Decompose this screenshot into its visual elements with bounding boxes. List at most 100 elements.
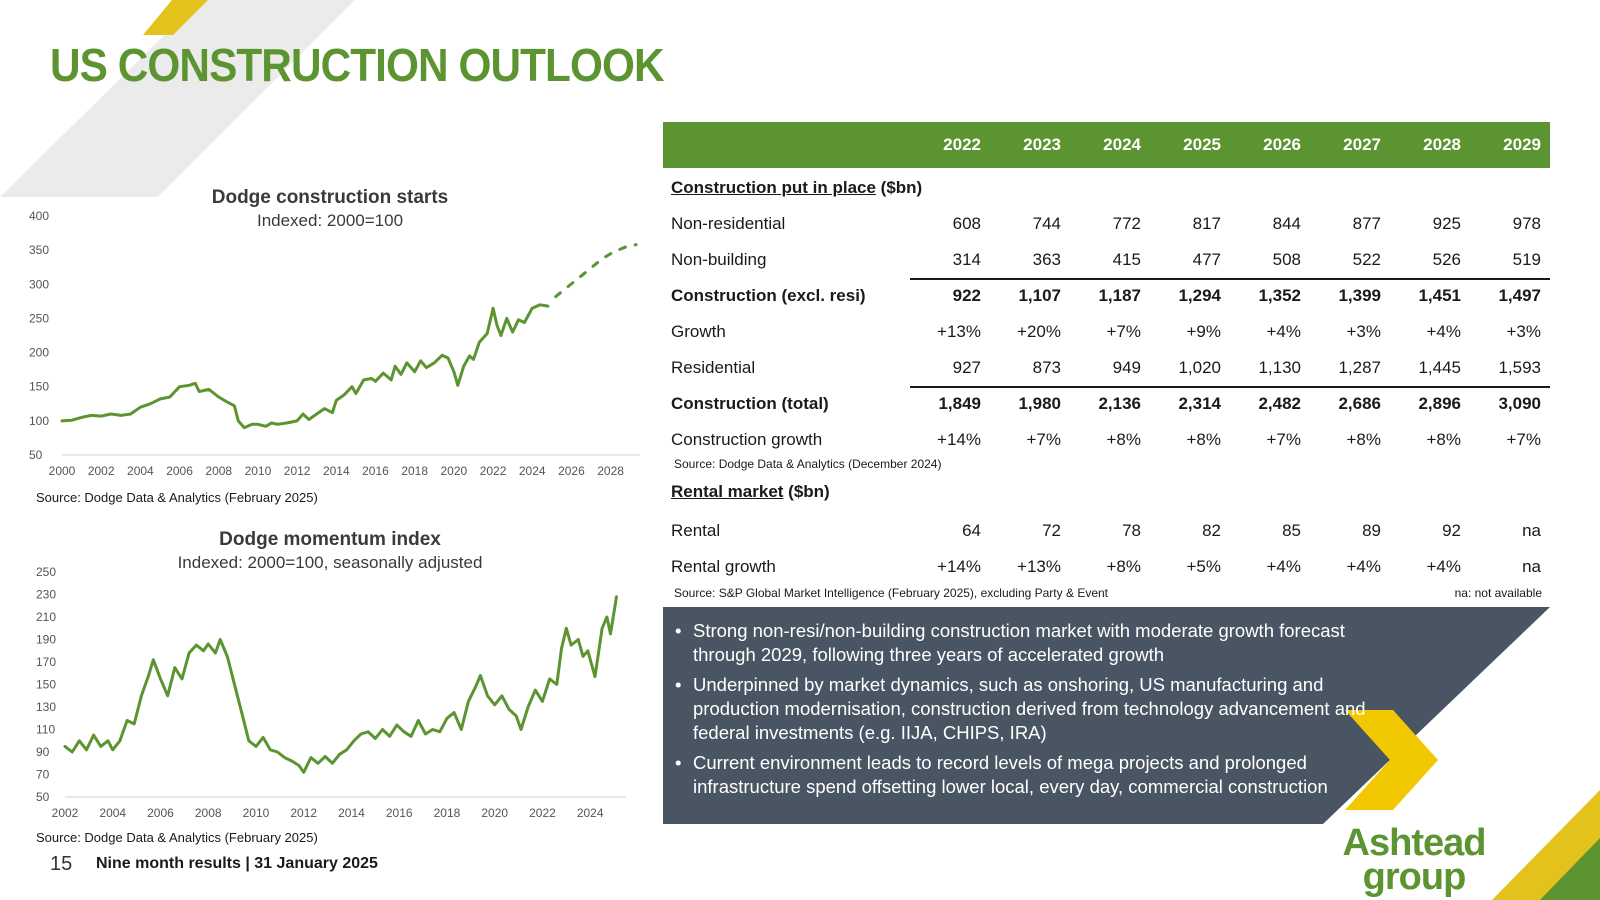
table-cell: 1,352 [1258,286,1301,305]
year-header: 2028 [1423,135,1461,154]
table-cell: +7% [1266,430,1302,449]
table-cell: 522 [1352,250,1381,269]
y-tick-label: 190 [36,633,56,647]
table-cell: 477 [1192,250,1221,269]
table-cell: 978 [1512,214,1541,233]
table-cell: +3% [1506,322,1542,341]
series-line-actual [60,303,550,430]
chart2-title: Dodge momentum index [219,529,441,550]
table-cell: +8% [1186,430,1222,449]
table-cell: 1,980 [1018,394,1061,413]
table-row: Non-residential 608 744 772 817 844 877 925 978 [663,206,1550,242]
section-construction-title: Construction put in place [671,178,876,197]
table-cell: 64 [962,521,981,540]
row-label: Non-building [671,250,767,269]
table-cell: 2,482 [1258,394,1301,413]
y-tick-label: 210 [36,610,56,624]
row-label: Non-residential [671,214,786,233]
x-tick-label: 2016 [386,806,413,820]
x-tick-label: 2000 [49,464,76,478]
x-tick-label: 2002 [52,806,79,820]
table-cell: +7% [1026,430,1062,449]
table-row: Non-building 314 363 415 477 508 522 526 519 [663,242,1550,278]
table-cell: +5% [1186,557,1222,576]
table-cell: 1,287 [1338,358,1381,377]
construction-starts-chart: 400 350 300 250 200 150 100 50 2000 2002 2004 2006 2… [29,209,640,478]
year-header: 2022 [943,135,981,154]
x-tick-label: 2006 [166,464,193,478]
x-tick-label: 2010 [245,464,272,478]
table-cell: +4% [1346,557,1382,576]
x-tick-label: 2024 [577,806,604,820]
table-cell: 2,686 [1338,394,1381,413]
table-source-1: Source: Dodge Data & Analytics (December… [674,457,942,471]
y-tick-label: 100 [29,414,49,428]
table-row: Construction (total) 1,849 1,980 2,136 2,314… [663,386,1550,422]
x-tick-label: 2022 [480,464,507,478]
commentary-panel: Strong non-resi/non-building constructio… [663,607,1550,824]
x-tick-label: 2014 [338,806,365,820]
table-cell: 1,107 [1018,286,1061,305]
table-cell: 949 [1112,358,1141,377]
table-cell: 89 [1362,521,1381,540]
table-cell: 519 [1512,250,1541,269]
table-cell: 1,593 [1498,358,1541,377]
table-cell: 2,136 [1098,394,1141,413]
x-tick-label: 2006 [147,806,174,820]
table-cell: 744 [1032,214,1061,233]
page-title: US CONSTRUCTION OUTLOOK [50,39,665,91]
table-source-2: Source: S&P Global Market Intelligence (… [674,586,1108,600]
table-cell: +14% [937,430,981,449]
y-tick-label: 350 [29,243,49,257]
chart2-source: Source: Dodge Data & Analytics (February… [36,830,318,845]
x-tick-label: 2022 [529,806,556,820]
y-tick-label: 200 [29,346,49,360]
row-label: Construction (excl. resi) [671,286,866,305]
y-tick-label: 130 [36,700,56,714]
table-row: Growth +13% +20% +7% +9% +4% +3% +4% +3% [663,314,1550,350]
page-number: 15 [50,853,73,875]
table-cell: 873 [1032,358,1061,377]
table-cell: 1,399 [1338,286,1381,305]
table-cell: 1,849 [938,394,981,413]
x-tick-label: 2020 [481,806,508,820]
y-tick-label: 250 [36,565,56,579]
table-cell: +14% [937,557,981,576]
table-cell: 1,445 [1418,358,1461,377]
table-row: Rental 64 72 78 82 85 89 92 na [663,513,1550,549]
table-cell: 72 [1042,521,1061,540]
x-tick-label: 2026 [558,464,585,478]
x-tick-label: 2002 [88,464,115,478]
table-cell: 772 [1112,214,1141,233]
series-line-forecast [554,243,638,299]
table-cell: +13% [1017,557,1061,576]
x-tick-label: 2024 [519,464,546,478]
table-cell: 363 [1032,250,1061,269]
table-cell: 85 [1282,521,1301,540]
x-tick-label: 2014 [323,464,350,478]
table-cell: 92 [1442,521,1461,540]
ashtead-logo: Ashtead group [1338,822,1490,896]
year-header: 2027 [1343,135,1381,154]
y-tick-label: 230 [36,588,56,602]
table-cell: 78 [1122,521,1141,540]
y-tick-label: 400 [29,209,49,223]
table-cell: +8% [1426,430,1462,449]
table-cell: 2,314 [1178,394,1221,413]
row-label: Rental growth [671,557,776,576]
table-cell: +3% [1346,322,1382,341]
table-cell: 1,130 [1258,358,1301,377]
table-cell: 415 [1112,250,1141,269]
table-cell: +13% [937,322,981,341]
logo-line-1: Ashtead [1342,822,1487,864]
table-cell: +4% [1426,557,1462,576]
table-cell: +4% [1266,322,1302,341]
bullet-item: Current environment leads to record leve… [675,751,1395,799]
table-row: Construction growth +14% +7% +8% +8% +7% +8% +8… [663,422,1550,458]
table-header: 2022 2023 2024 2025 2026 2027 2028 2029 [663,122,1550,168]
footer-text: Nine month results | 31 January 2025 [96,855,378,872]
table-cell: +8% [1106,557,1142,576]
chart1-source: Source: Dodge Data & Analytics (February… [36,490,318,505]
bullet-item: Underpinned by market dynamics, such as … [675,673,1395,745]
